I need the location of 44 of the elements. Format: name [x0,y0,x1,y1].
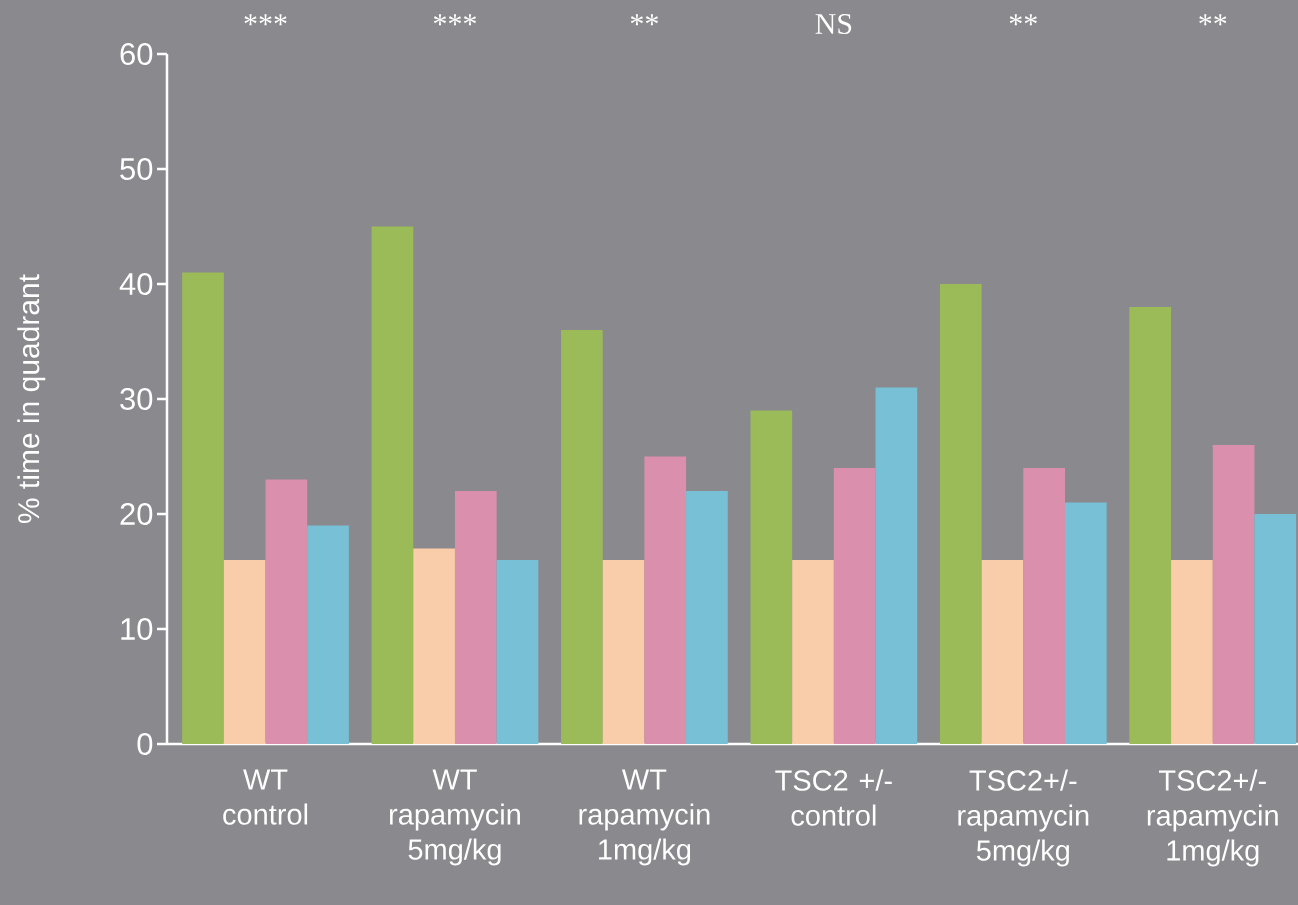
bar [644,456,687,744]
bar [750,410,793,744]
bar [454,491,497,744]
bar [602,560,645,744]
text: ** [630,14,658,26]
bar [223,560,266,744]
y-axis-title: % time in quadrant [17,274,46,523]
y-tick-label: 10 [121,618,153,640]
y-tick-label: 20 [120,503,153,525]
bar [265,479,308,744]
bar [182,272,224,744]
x-tick-label: WT rapamycin 1mg/kg [579,769,710,866]
bar [875,387,918,744]
x-tick-label: TSC2 +/- control [775,769,892,826]
text: ** [1199,14,1227,26]
y-tick-label: 30 [120,388,153,410]
x-tick-label: WT rapamycin 5mg/kg [390,769,520,866]
text: NS [815,13,852,35]
y-tick-label: 60 [120,43,153,65]
text: *** [244,14,287,26]
x-tick-label: TSC2+/- rapamycin 1mg/kg [1147,769,1278,867]
y-tick-label: 50 [120,158,153,180]
bar [371,226,414,744]
bar [792,560,834,744]
bar [307,525,349,744]
bar [413,548,455,744]
bar [1254,514,1297,744]
y-tick-label: 0 [137,733,153,755]
x-tick-label: WT control [223,769,308,825]
bar [939,284,982,744]
bar [981,560,1024,744]
bar [1171,560,1213,744]
text: *** [433,14,477,26]
bar [1129,307,1172,744]
bar [1212,445,1255,744]
bar [496,560,539,744]
text: ** [1009,14,1037,26]
bar [686,491,728,744]
y-tick-label: 40 [119,273,153,295]
bar [561,330,603,744]
bar [833,468,876,744]
x-tick-label: TSC2+/- rapamycin 5mg/kg [958,769,1089,867]
bar [1064,502,1107,744]
bar [1023,468,1065,744]
